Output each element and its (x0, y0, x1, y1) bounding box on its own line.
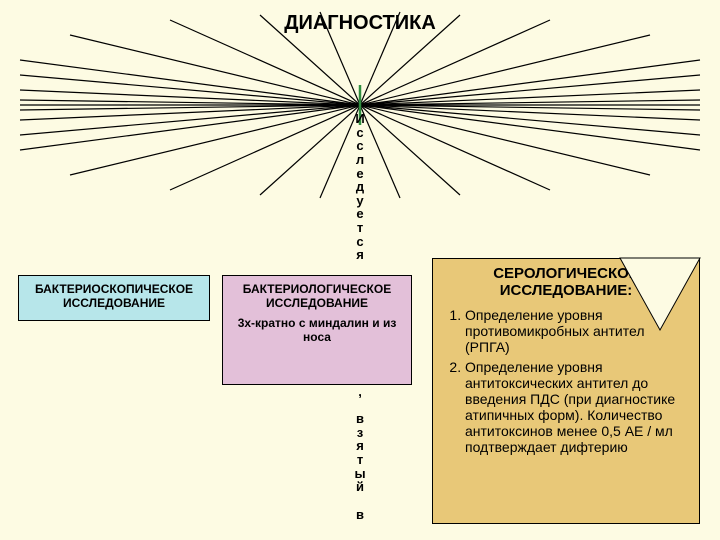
bacteriological-title: БАКТЕРИОЛОГИЧЕСКОЕ ИССЛЕДОВАНИЕ (231, 282, 403, 310)
stage: ДИАГНОСТИКА Исследуетсяматериал,взятыйв … (0, 0, 720, 540)
serological-title: СЕРОЛОГИЧЕСКОЕ ИССЛЕДОВАНИЕ: (441, 265, 691, 299)
serological-list-item: Определение уровня противомикробных анти… (465, 307, 691, 355)
bacteriological-subtitle: 3х-кратно с миндалин и из носа (231, 316, 403, 344)
bacterioscopic-box: БАКТЕРИОСКОПИЧЕСКОЕ ИССЛЕДОВАНИЕ (18, 275, 210, 321)
serological-box: СЕРОЛОГИЧЕСКОЕ ИССЛЕДОВАНИЕ: Определение… (432, 258, 700, 524)
bacteriological-box: БАКТЕРИОЛОГИЧЕСКОЕ ИССЛЕДОВАНИЕ 3х-кратн… (222, 275, 412, 385)
bacterioscopic-title: БАКТЕРИОСКОПИЧЕСКОЕ ИССЛЕДОВАНИЕ (27, 282, 201, 310)
serological-list: Определение уровня противомикробных анти… (441, 307, 691, 455)
serological-list-item: Определение уровня антитоксических антит… (465, 359, 691, 455)
